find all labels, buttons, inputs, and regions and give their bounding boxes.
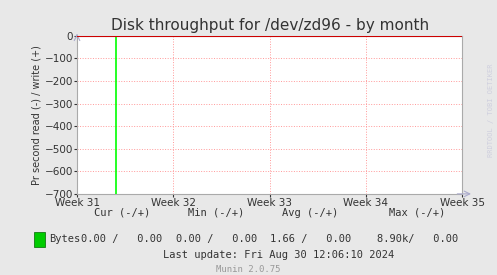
Text: Avg (-/+): Avg (-/+): [282, 208, 339, 218]
Text: Munin 2.0.75: Munin 2.0.75: [216, 265, 281, 274]
Text: RRDTOOL / TOBI OETIKER: RRDTOOL / TOBI OETIKER: [488, 63, 494, 157]
Text: 8.90k/   0.00: 8.90k/ 0.00: [377, 234, 458, 244]
Text: 0.00 /   0.00: 0.00 / 0.00: [175, 234, 257, 244]
Text: Min (-/+): Min (-/+): [188, 208, 245, 218]
Text: Last update: Fri Aug 30 12:06:10 2024: Last update: Fri Aug 30 12:06:10 2024: [163, 250, 394, 260]
Text: Bytes: Bytes: [49, 234, 80, 244]
Title: Disk throughput for /dev/zd96 - by month: Disk throughput for /dev/zd96 - by month: [110, 18, 429, 33]
Text: 0.00 /   0.00: 0.00 / 0.00: [81, 234, 163, 244]
Text: 1.66 /   0.00: 1.66 / 0.00: [270, 234, 351, 244]
Y-axis label: Pr second read (-) / write (+): Pr second read (-) / write (+): [32, 45, 42, 185]
Text: Cur (-/+): Cur (-/+): [93, 208, 150, 218]
Text: Max (-/+): Max (-/+): [389, 208, 446, 218]
